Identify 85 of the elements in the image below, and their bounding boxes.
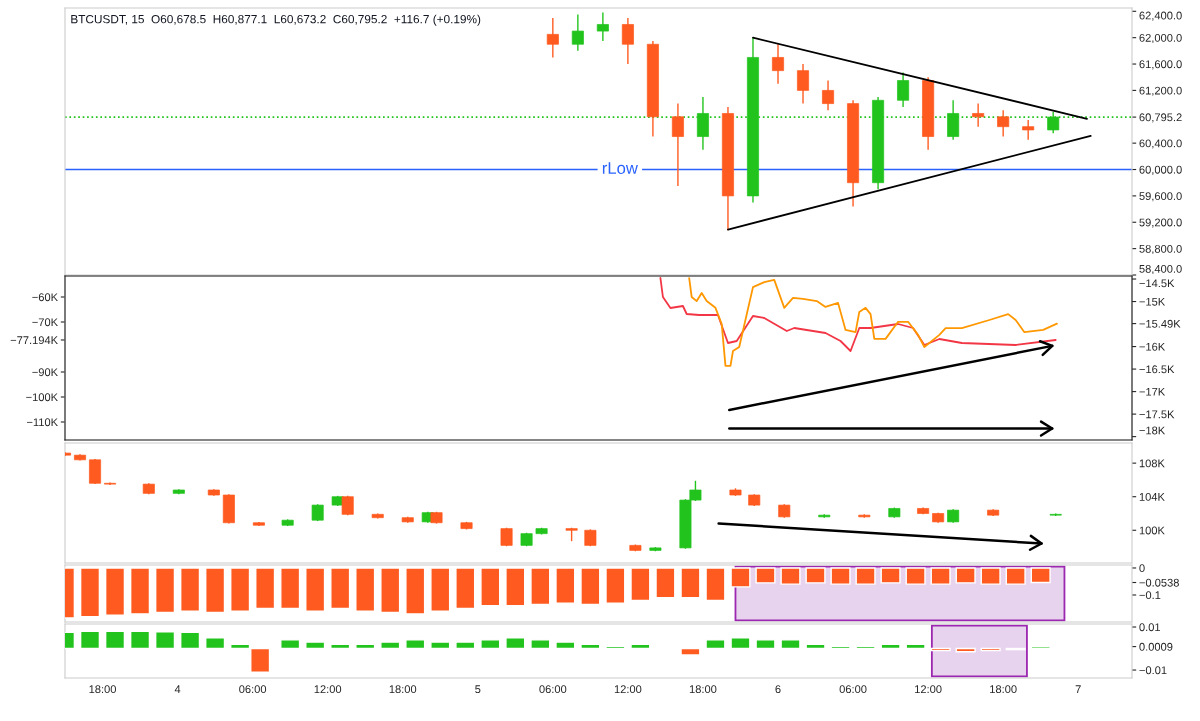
bar — [805, 643, 826, 650]
y2-tick-label: −18K — [1139, 426, 1166, 435]
candlestick — [621, 17, 634, 65]
bar — [780, 639, 801, 650]
y-tick-label: −77.194K — [10, 336, 58, 345]
y-tick-label: 0.0009 — [1139, 642, 1173, 651]
x-tick-label: 5 — [475, 685, 481, 694]
y-tick-label: 62,000.0 — [1139, 33, 1182, 44]
bar — [129, 630, 151, 650]
x-tick-label: 18:00 — [990, 685, 1017, 694]
y-tick-label: −90K — [32, 368, 58, 377]
bar — [79, 630, 101, 650]
y-tick-label: 58,400.0 — [1139, 264, 1182, 275]
y-tick-label: 0 — [1139, 564, 1145, 573]
x-tick-label: 12:00 — [915, 685, 942, 694]
y-tick-label: −70K — [32, 318, 58, 327]
candlestick — [972, 102, 985, 128]
x-tick-label: 12:00 — [614, 685, 642, 694]
bar — [430, 641, 451, 650]
y-tick-label: −0.01 — [1139, 666, 1167, 675]
y-tick-label: −0.0538 — [1139, 578, 1179, 587]
x-tick-label: 4 — [174, 685, 181, 693]
y2-tick-label: −17.5K — [1139, 410, 1175, 419]
y-tick-label: 59,200.0 — [1139, 218, 1182, 228]
candlestick — [571, 13, 584, 52]
y-tick-label: −110K — [26, 418, 58, 427]
y2-tick-label: −17K — [1139, 387, 1166, 396]
y2-tick-label: −15K — [1139, 297, 1166, 306]
candlestick — [546, 17, 559, 59]
x-tick-label: 18:00 — [689, 685, 717, 694]
candlestick — [671, 102, 684, 187]
bar — [380, 641, 401, 650]
bar — [855, 645, 876, 650]
x-tick-label: 06:00 — [839, 685, 867, 694]
y-tick-label: 0.01 — [1139, 623, 1161, 632]
bar — [530, 639, 551, 650]
text: BTCUSDT, 15 O60,678.5 H60,877.1 L60,673.2 C60,795.2 +116.7 (+0.19%) — [71, 14, 481, 26]
bar — [305, 641, 326, 650]
bar — [180, 631, 201, 650]
y2-tick-label: −14.5K — [1139, 279, 1175, 288]
y-tick-label: 59,600.0 — [1139, 192, 1182, 202]
y-tick-label: 60,000.0 — [1139, 165, 1182, 175]
y2-tick-label: −16.5K — [1139, 365, 1175, 374]
y-tick-label: 61,600.0 — [1139, 60, 1182, 70]
candlestick — [1022, 119, 1035, 141]
candlestick — [596, 11, 609, 42]
ref-line-label: rLow — [602, 162, 638, 174]
y-tick-label: 62,400.0 — [1139, 11, 1182, 21]
y2-tick-label: −16K — [1139, 342, 1166, 351]
y-tick-label: −60K — [32, 293, 58, 302]
bar — [705, 639, 726, 650]
y-tick-label: 60,400.0 — [1139, 139, 1182, 149]
bar — [205, 637, 226, 650]
bar — [505, 637, 526, 650]
bar — [555, 641, 576, 650]
bar — [680, 647, 701, 656]
candlestick — [797, 63, 809, 105]
x-tick-label: 7 — [1075, 685, 1081, 693]
y-tick-label: −100K — [26, 393, 58, 402]
bar — [104, 630, 126, 650]
bar — [480, 639, 501, 650]
y-tick-label: 61,200.0 — [1139, 86, 1182, 96]
x-tick-label: 12:00 — [314, 685, 342, 694]
bar — [830, 645, 851, 650]
bar — [405, 639, 426, 650]
x-tick-label: 06:00 — [539, 685, 567, 694]
x-tick-label: 06:00 — [239, 685, 267, 694]
x-tick-label: 6 — [775, 685, 781, 694]
y-tick-label: 108K — [1139, 459, 1165, 468]
bar — [280, 639, 301, 650]
candlestick — [822, 79, 835, 111]
y-tick-label: −0.1 — [1139, 591, 1161, 600]
y-tick-label: 58,800.0 — [1139, 244, 1182, 255]
y-tick-label: 104K — [1139, 492, 1165, 501]
bar — [730, 637, 751, 650]
y2-tick-label: −15.49K — [1139, 319, 1181, 328]
y-tick-label: 60,795.2 — [1139, 113, 1182, 123]
candlestick — [997, 109, 1010, 138]
bar — [455, 641, 476, 650]
bar — [154, 631, 176, 650]
candlestick — [772, 43, 784, 85]
bar — [755, 639, 776, 650]
x-tick-label: 18:00 — [89, 685, 116, 694]
y-tick-label: 100K — [1139, 526, 1165, 535]
x-tick-label: 18:00 — [389, 685, 417, 694]
